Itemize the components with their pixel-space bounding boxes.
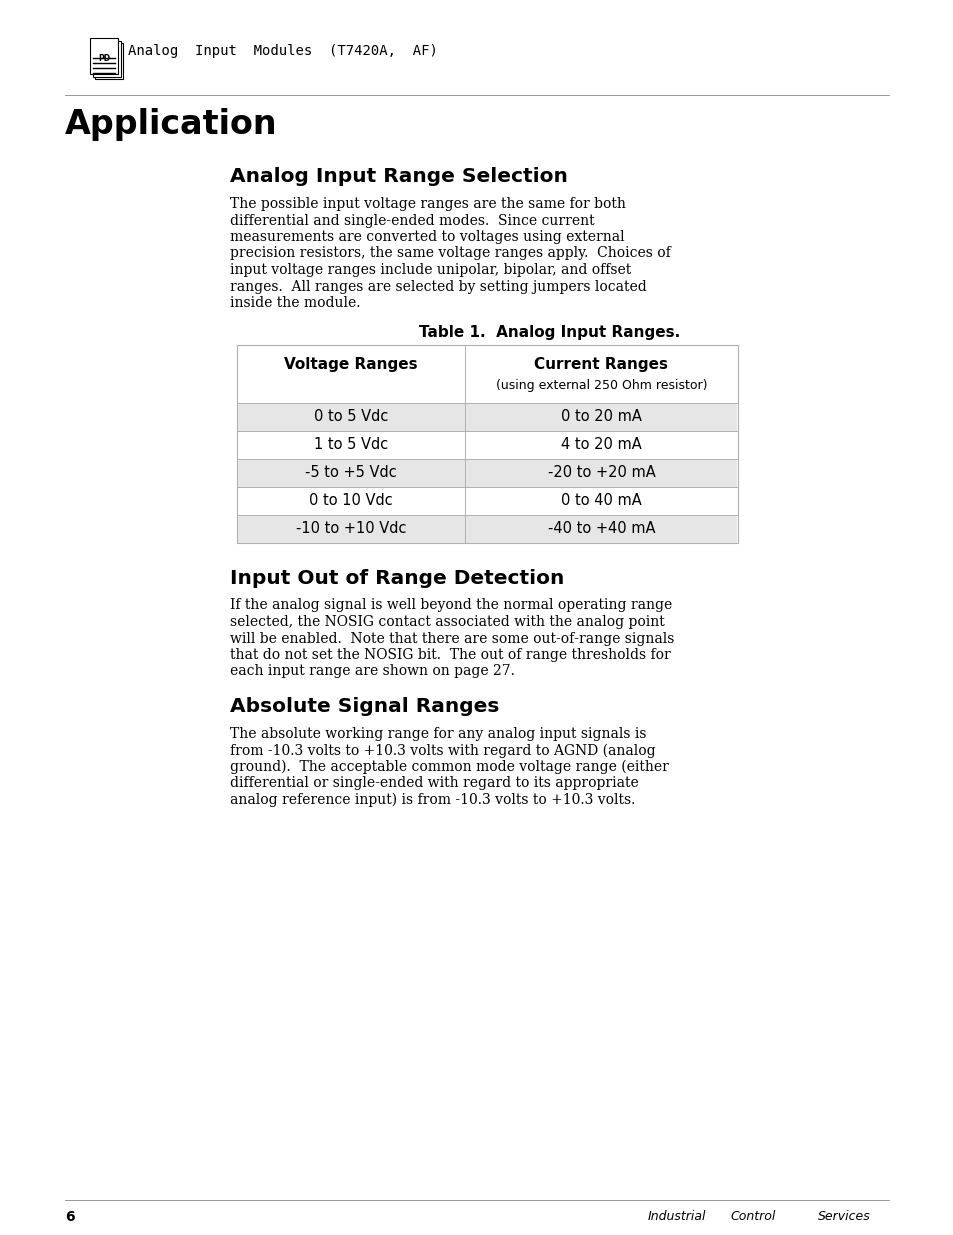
Text: measurements are converted to voltages using external: measurements are converted to voltages u…	[230, 230, 624, 245]
Text: each input range are shown on page 27.: each input range are shown on page 27.	[230, 664, 515, 678]
Text: selected, the NOSIG contact associated with the analog point: selected, the NOSIG contact associated w…	[230, 615, 664, 629]
Text: Input Out of Range Detection: Input Out of Range Detection	[230, 568, 564, 588]
Text: Control: Control	[729, 1210, 775, 1223]
Bar	[237, 403, 737, 431]
Text: input voltage ranges include unipolar, bipolar, and offset: input voltage ranges include unipolar, b…	[230, 263, 631, 277]
Text: Analog Input Range Selection: Analog Input Range Selection	[230, 167, 567, 186]
Text: differential or single‐ended with regard to its appropriate: differential or single‐ended with regard…	[230, 777, 639, 790]
Text: from ‐10.3 volts to +10.3 volts with regard to AGND (analog: from ‐10.3 volts to +10.3 volts with reg…	[230, 743, 655, 758]
Text: ranges.  All ranges are selected by setting jumpers located: ranges. All ranges are selected by setti…	[230, 279, 646, 294]
Bar	[92, 41, 121, 77]
Text: The possible input voltage ranges are the same for both: The possible input voltage ranges are th…	[230, 198, 625, 211]
Bar	[236, 345, 738, 542]
Bar	[90, 38, 118, 74]
Text: -5 to +5 Vdc: -5 to +5 Vdc	[305, 466, 396, 480]
Text: Analog  Input  Modules  (T7420A,  AF): Analog Input Modules (T7420A, AF)	[128, 44, 437, 58]
Text: 0 to 40 mA: 0 to 40 mA	[560, 493, 641, 508]
Text: Voltage Ranges: Voltage Ranges	[284, 357, 417, 372]
Bar	[95, 43, 123, 79]
Text: -40 to +40 mA: -40 to +40 mA	[547, 521, 655, 536]
Text: If the analog signal is well beyond the normal operating range: If the analog signal is well beyond the …	[230, 599, 672, 613]
Text: 0 to 5 Vdc: 0 to 5 Vdc	[314, 409, 388, 424]
Text: Current Ranges: Current Ranges	[534, 357, 668, 372]
Text: Absolute Signal Ranges: Absolute Signal Ranges	[230, 697, 498, 716]
Text: 6: 6	[65, 1210, 74, 1224]
Text: 1 to 5 Vdc: 1 to 5 Vdc	[314, 437, 388, 452]
Text: The absolute working range for any analog input signals is: The absolute working range for any analo…	[230, 727, 646, 741]
Text: PD: PD	[98, 54, 110, 63]
Text: -10 to +10 Vdc: -10 to +10 Vdc	[295, 521, 406, 536]
Text: Services: Services	[817, 1210, 870, 1223]
Text: Table 1.  Analog Input Ranges.: Table 1. Analog Input Ranges.	[419, 325, 679, 340]
Text: 0 to 10 Vdc: 0 to 10 Vdc	[309, 493, 393, 508]
Text: that do not set the NOSIG bit.  The out of range thresholds for: that do not set the NOSIG bit. The out o…	[230, 648, 670, 662]
Text: inside the module.: inside the module.	[230, 296, 360, 310]
Text: (using external 250 Ohm resistor): (using external 250 Ohm resistor)	[496, 378, 706, 391]
Bar	[237, 515, 737, 542]
Text: will be enabled.  Note that there are some out‐of‐range signals: will be enabled. Note that there are som…	[230, 631, 674, 646]
Bar	[237, 458, 737, 487]
Text: precision resistors, the same voltage ranges apply.  Choices of: precision resistors, the same voltage ra…	[230, 247, 670, 261]
Text: 0 to 20 mA: 0 to 20 mA	[560, 409, 641, 424]
Text: -20 to +20 mA: -20 to +20 mA	[547, 466, 655, 480]
Text: Application: Application	[65, 107, 277, 141]
Text: ground).  The acceptable common mode voltage range (either: ground). The acceptable common mode volt…	[230, 760, 668, 774]
Text: analog reference input) is from ‐10.3 volts to +10.3 volts.: analog reference input) is from ‐10.3 vo…	[230, 793, 635, 808]
Text: differential and single‐ended modes.  Since current: differential and single‐ended modes. Sin…	[230, 214, 594, 227]
Text: Industrial: Industrial	[647, 1210, 706, 1223]
Text: 4 to 20 mA: 4 to 20 mA	[560, 437, 641, 452]
